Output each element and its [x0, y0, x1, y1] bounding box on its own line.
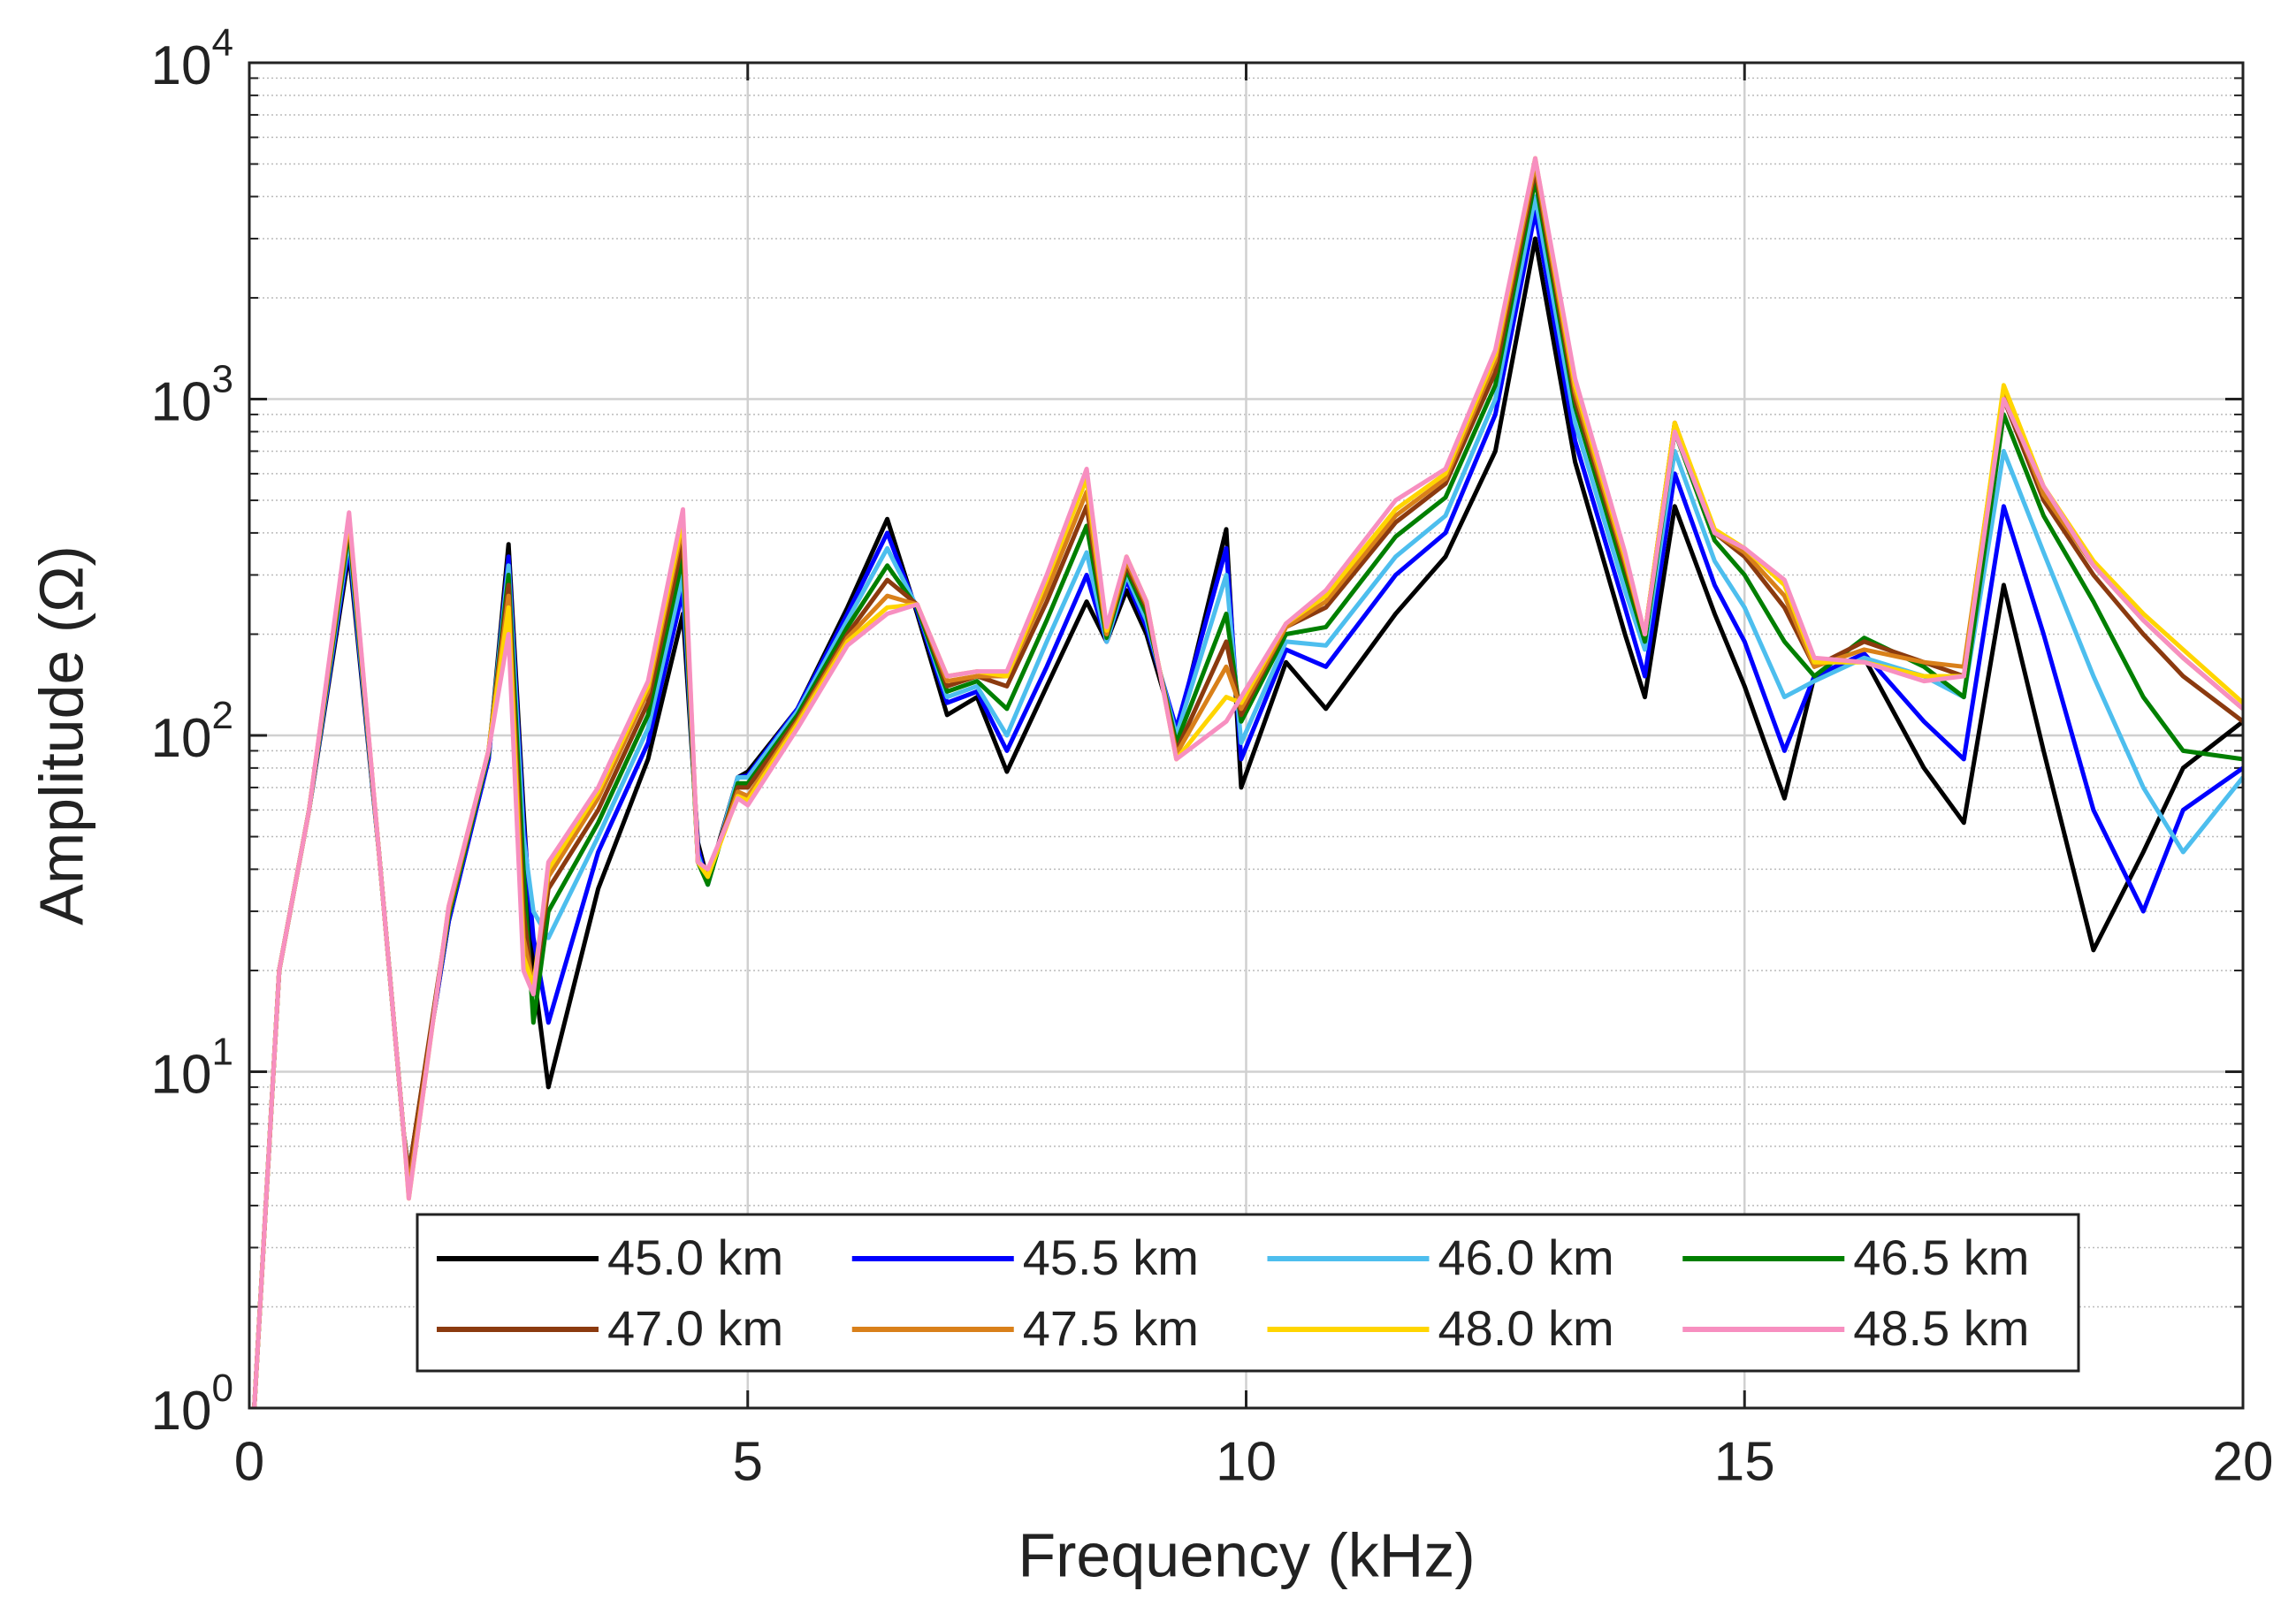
y-tick-label: 100 [151, 1367, 233, 1443]
legend-label: 47.5 km [1023, 1300, 1199, 1356]
x-tick-label: 15 [1714, 1431, 1775, 1492]
x-tick-label: 0 [234, 1431, 264, 1492]
y-tick-label: 104 [151, 21, 233, 97]
legend-label: 45.0 km [607, 1230, 783, 1285]
legend-label: 47.0 km [607, 1300, 783, 1356]
y-tick-label: 103 [151, 357, 233, 433]
y-tick-label: 101 [151, 1030, 233, 1106]
y-tick-label: 102 [151, 694, 233, 770]
legend-box [416, 1213, 2080, 1373]
y-axis-label: Amplitude (Ω) [27, 545, 95, 925]
legend-label: 48.0 km [1438, 1300, 1614, 1356]
series-line [252, 156, 2245, 1409]
legend-label: 46.5 km [1853, 1230, 2029, 1285]
x-tick-label: 5 [733, 1431, 763, 1492]
legend-label: 48.5 km [1853, 1300, 2029, 1356]
x-axis-label: Frequency (kHz) [1018, 1520, 1475, 1589]
x-tick-label: 10 [1216, 1431, 1277, 1492]
legend-label: 45.5 km [1023, 1230, 1199, 1285]
plot-frame [248, 61, 2245, 1410]
x-tick-label: 20 [2213, 1431, 2274, 1492]
legend-label: 46.0 km [1438, 1230, 1614, 1285]
